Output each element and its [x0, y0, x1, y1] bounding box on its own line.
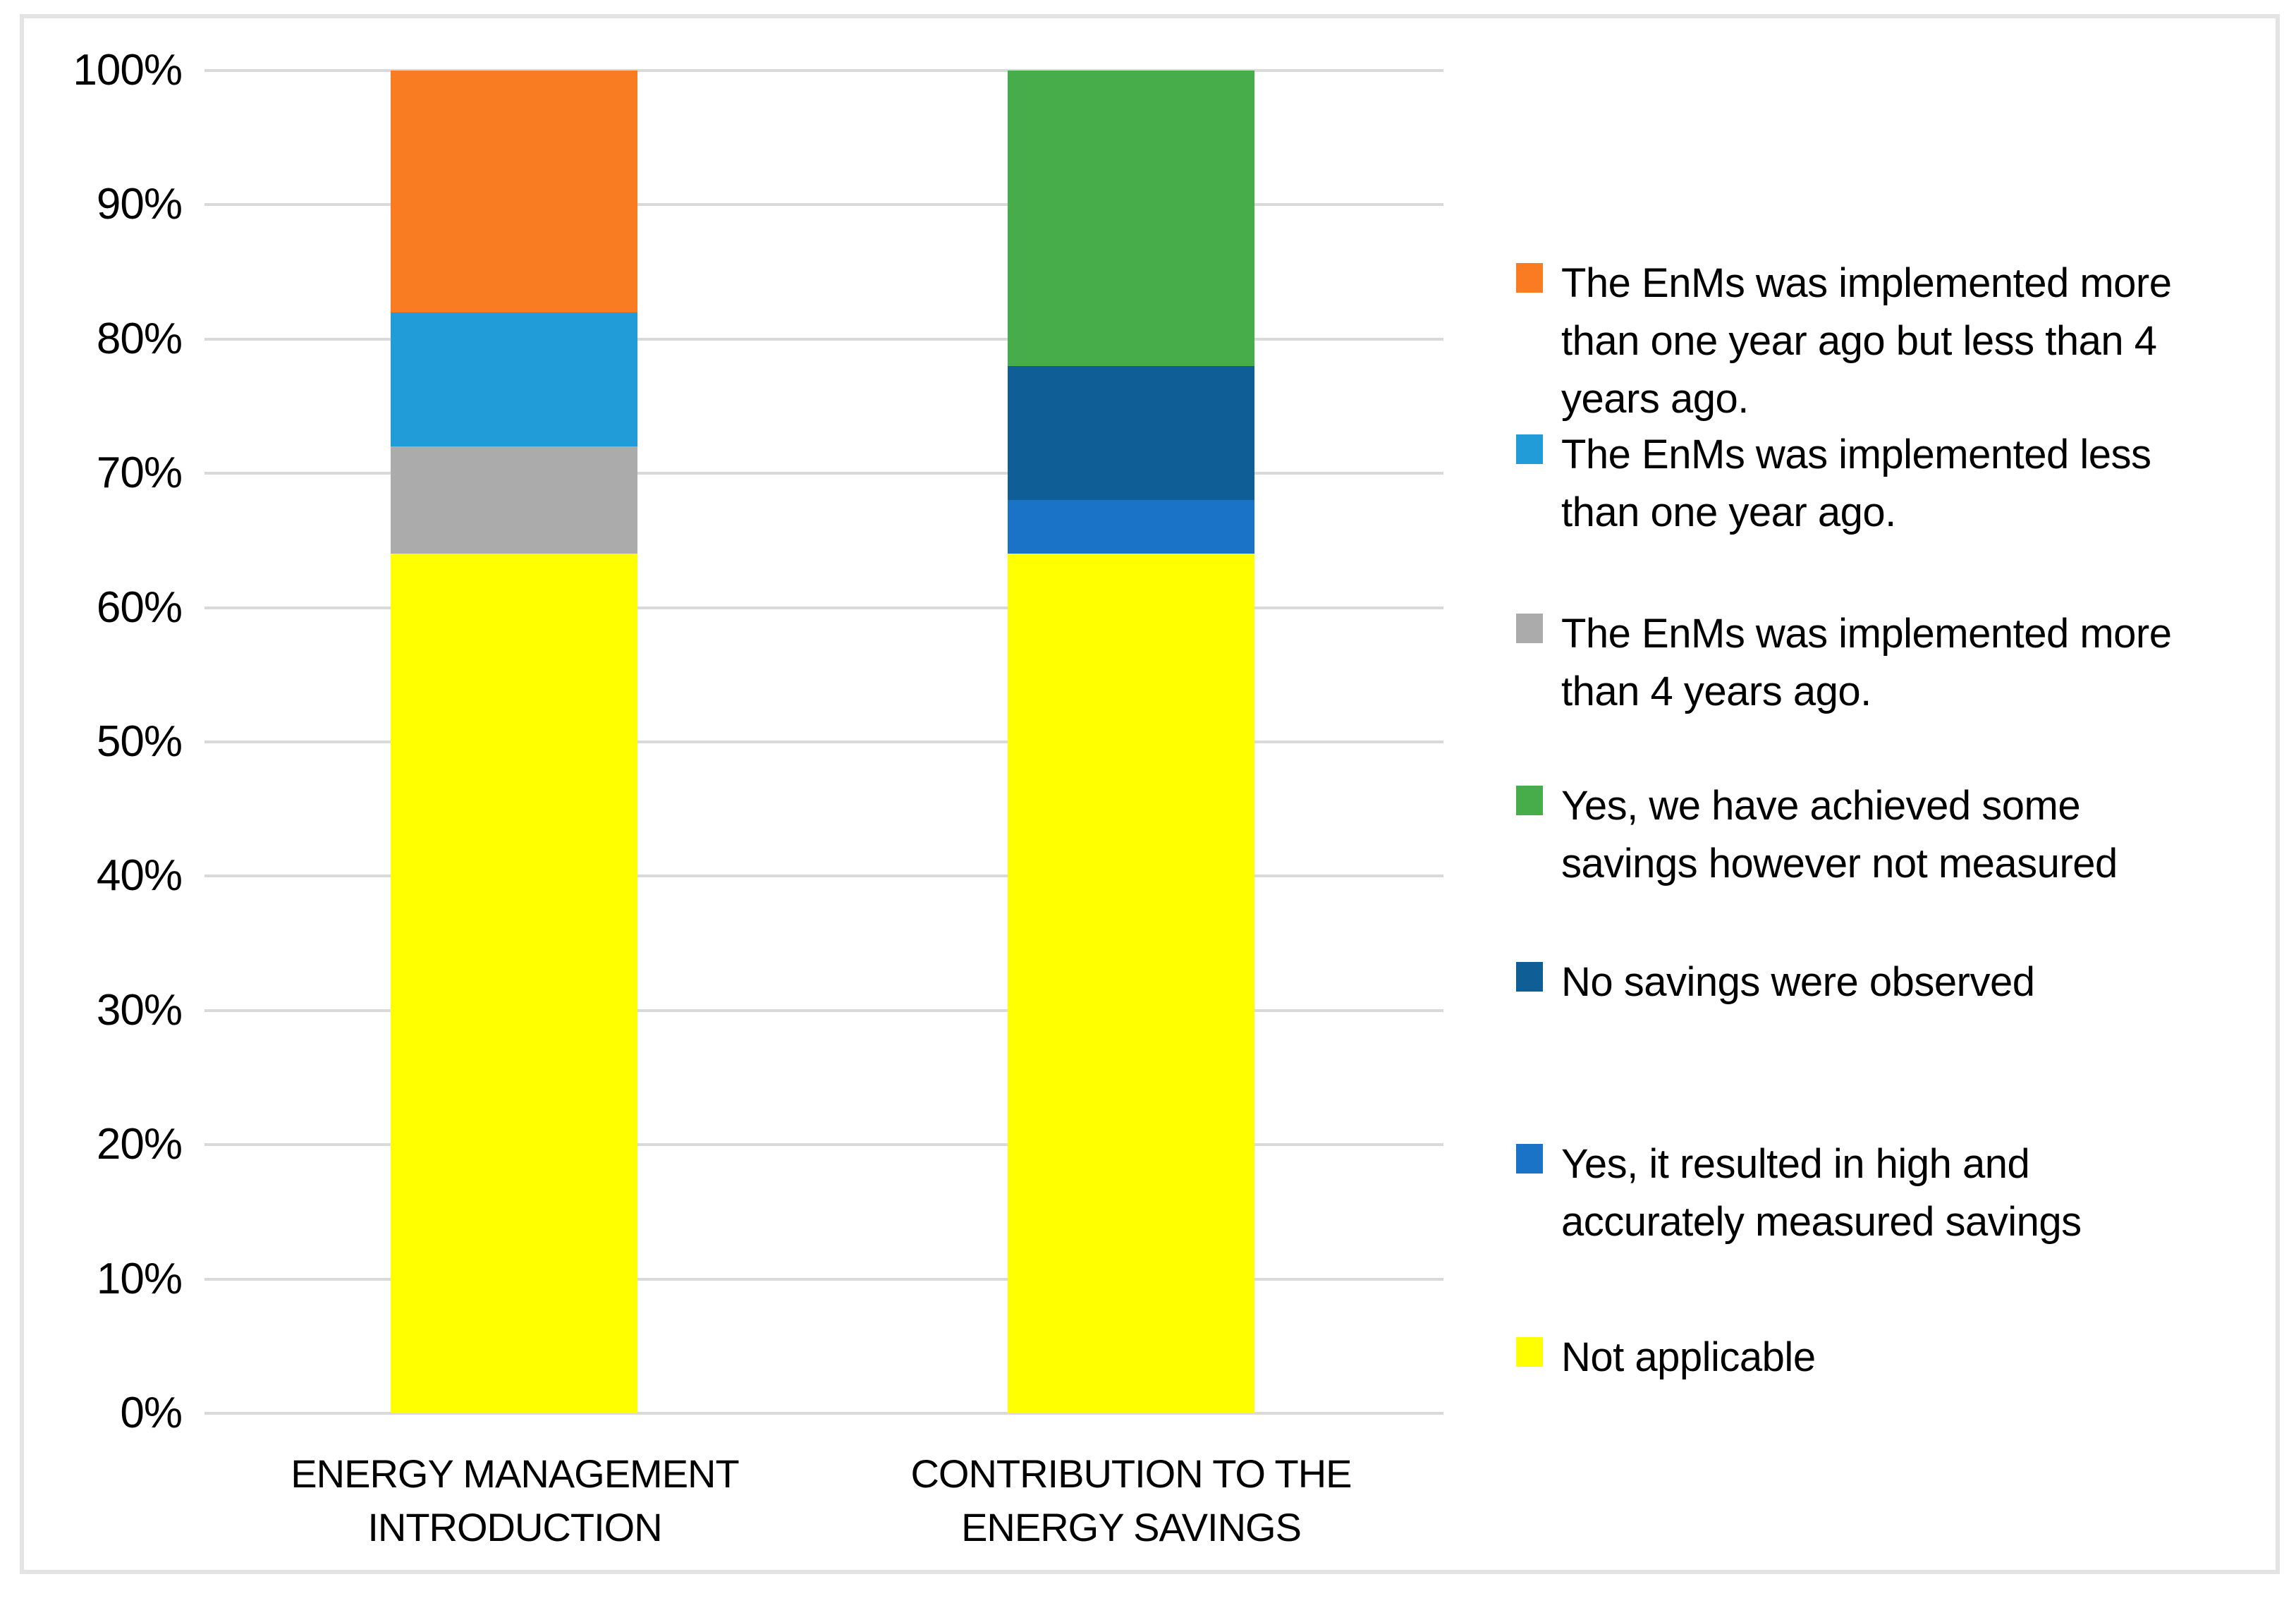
- legend-item-enms-less-1: The EnMs was implemented less than one y…: [1516, 426, 2151, 542]
- gridline-30%: [204, 1008, 1443, 1012]
- bar-segment-enms_more_1_less_4: [391, 71, 637, 312]
- bar-segment-no_savings: [1008, 365, 1254, 501]
- gridline-0%: [204, 1412, 1443, 1415]
- legend-swatch-lightblue-icon: [1516, 434, 1543, 464]
- gridline-70%: [204, 472, 1443, 475]
- y-axis-tick-label-90%: 90%: [96, 180, 183, 229]
- y-axis-tick-label-20%: 20%: [96, 1120, 183, 1169]
- bar-segment-not_applicable: [391, 554, 637, 1413]
- legend-item-enms-more-1-less-4: The EnMs was implemented more than one y…: [1516, 255, 2172, 428]
- y-axis-tick-label-40%: 40%: [96, 851, 183, 901]
- legend-swatch-yellow-icon: [1516, 1337, 1543, 1367]
- legend-item-not-applicable: Not applicable: [1516, 1329, 1816, 1387]
- gridline-50%: [204, 741, 1443, 743]
- legend-swatch-darkblue-icon: [1516, 962, 1543, 992]
- legend-swatch-gray-icon: [1516, 614, 1543, 643]
- y-axis-tick-label-100%: 100%: [73, 46, 183, 95]
- legend-item-enms-more-4: The EnMs was implemented more than 4 yea…: [1516, 605, 2172, 721]
- legend-swatch-orange-icon: [1516, 263, 1543, 293]
- legend-label: No savings were observed: [1561, 959, 2035, 1005]
- y-axis-tick-label-50%: 50%: [96, 717, 183, 766]
- legend-label: Yes, we have achieved some savings howev…: [1561, 783, 2118, 886]
- gridline-40%: [204, 874, 1443, 878]
- legend-item-high-measured-savings: Yes, it resulted in high and accurately …: [1516, 1135, 2082, 1251]
- y-axis-tick-label-30%: 30%: [96, 985, 183, 1035]
- legend-swatch-green-icon: [1516, 786, 1543, 815]
- bar-segment-high_measured_savings: [1008, 500, 1254, 554]
- bar-segment-enms_less_1: [391, 312, 637, 447]
- gridline-80%: [204, 337, 1443, 341]
- legend-item-no-savings: No savings were observed: [1516, 953, 2035, 1011]
- x-axis-label-contribution-to-energy-savings: CONTRIBUTION TO THE ENERGY SAVINGS: [910, 1451, 1352, 1549]
- bar-segment-enms_more_4: [391, 446, 637, 554]
- legend-label: Yes, it resulted in high and accurately …: [1561, 1141, 2082, 1245]
- stacked-bar-energy-management-introduction: [391, 71, 637, 1413]
- y-axis-tick-label-60%: 60%: [96, 583, 183, 632]
- legend-swatch-mediumblue-icon: [1516, 1144, 1543, 1174]
- bar-segment-some_savings_not_measured: [1008, 71, 1254, 366]
- gridline-100%: [204, 69, 1443, 72]
- gridline-60%: [204, 606, 1443, 609]
- y-axis-tick-label-0%: 0%: [120, 1389, 183, 1437]
- y-axis-tick-label-80%: 80%: [96, 314, 183, 363]
- legend-label: The EnMs was implemented more than 4 yea…: [1561, 611, 2172, 714]
- plot-area: [204, 69, 1443, 1415]
- legend-label: The EnMs was implemented more than one y…: [1561, 260, 2172, 422]
- gridline-90%: [204, 203, 1443, 207]
- stacked-bar-contribution-to-energy-savings: [1008, 71, 1254, 1413]
- gridline-10%: [204, 1277, 1443, 1281]
- x-axis-label-energy-management-introduction: ENERGY MANAGEMENT INTRODUCTION: [291, 1451, 739, 1549]
- y-axis-tick-label-10%: 10%: [96, 1254, 183, 1303]
- legend-item-some-savings-not-measured: Yes, we have achieved some savings howev…: [1516, 777, 2118, 893]
- legend-label: The EnMs was implemented less than one y…: [1561, 432, 2151, 535]
- y-axis-tick-label-70%: 70%: [96, 449, 183, 498]
- bar-segment-not_applicable: [1008, 554, 1254, 1413]
- legend-label: Not applicable: [1561, 1334, 1816, 1380]
- gridline-20%: [204, 1143, 1443, 1147]
